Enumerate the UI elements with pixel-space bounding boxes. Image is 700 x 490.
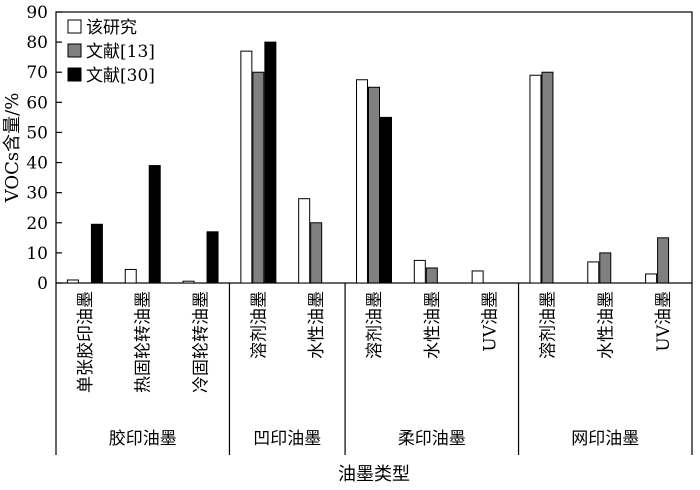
- series-study-bar: [413, 259, 426, 284]
- series-ref30-bar: [206, 231, 219, 284]
- series-ref30-bar: [380, 116, 392, 284]
- series-study-bar: [298, 198, 311, 284]
- y-tick-label: 20: [26, 214, 48, 234]
- series-study-bar: [645, 273, 658, 284]
- series-ref13-bar: [425, 267, 438, 284]
- y-tick-label: 0: [37, 274, 48, 294]
- y-tick-label: 40: [26, 154, 48, 174]
- series-ref13-bar: [541, 71, 554, 284]
- legend-study-swatch: [67, 19, 82, 34]
- group-label: 网印油墨: [571, 429, 639, 449]
- series-study-bar: [529, 74, 542, 284]
- category-label: 水性油墨: [596, 291, 616, 359]
- category-label: 水性油墨: [423, 291, 443, 359]
- legend-ref13-swatch: [67, 43, 82, 58]
- y-axis-title: VOCs含量/%: [2, 93, 23, 204]
- y-tick-label: 70: [26, 63, 48, 83]
- series-ref13-bar: [599, 252, 612, 284]
- legend-ref30-label: 文献[30]: [86, 66, 155, 86]
- series-ref13-bar: [310, 222, 323, 284]
- group-label: 柔印油墨: [398, 429, 466, 449]
- category-label: 溶剂油墨: [365, 291, 385, 359]
- y-tick-label: 50: [26, 123, 48, 143]
- series-ref13-bar: [657, 237, 670, 284]
- series-ref13-bar: [252, 71, 265, 284]
- x-axis-title: 油墨类型: [338, 464, 410, 485]
- legend-ref13-label: 文献[13]: [86, 42, 155, 62]
- bars-layer: [66, 41, 670, 284]
- labels-layer: 0 10 20 30 40 50 60 70 80 90 胶印油墨 凹印油墨 柔印油墨 网印油墨 单张胶印油…: [26, 3, 674, 449]
- category-label: UV油墨: [481, 291, 501, 352]
- y-tick-label: 60: [26, 93, 48, 113]
- series-ref13-bar: [368, 86, 380, 284]
- group-label: 胶印油墨: [109, 429, 177, 449]
- category-label: 溶剂油墨: [249, 291, 269, 359]
- series-ref30-bar: [264, 41, 277, 284]
- legend-study-label: 该研究: [86, 18, 137, 38]
- series-study-bar: [471, 270, 484, 284]
- group-label: 凹印油墨: [253, 429, 321, 449]
- category-label: 冷固轮转油墨: [192, 291, 212, 393]
- y-tick-label: 80: [26, 33, 48, 53]
- series-study-bar: [182, 280, 195, 284]
- series-study-bar: [124, 268, 137, 284]
- series-ref30-bar: [148, 165, 161, 284]
- series-study-bar: [66, 279, 79, 284]
- y-tick-label: 30: [26, 184, 48, 204]
- category-label: 单张胶印油墨: [76, 291, 96, 393]
- category-label: 热固轮转油墨: [134, 291, 154, 393]
- series-ref30-bar: [90, 223, 103, 284]
- category-label: 水性油墨: [307, 291, 327, 359]
- series-study-bar: [240, 50, 253, 284]
- series-study-bar: [587, 261, 600, 284]
- y-tick-label: 90: [26, 3, 48, 23]
- series-study-bar: [356, 79, 368, 284]
- y-tick-label: 10: [26, 244, 48, 264]
- category-label: UV油墨: [654, 291, 674, 352]
- category-label: 溶剂油墨: [538, 291, 558, 359]
- legend-ref30-swatch: [67, 67, 82, 82]
